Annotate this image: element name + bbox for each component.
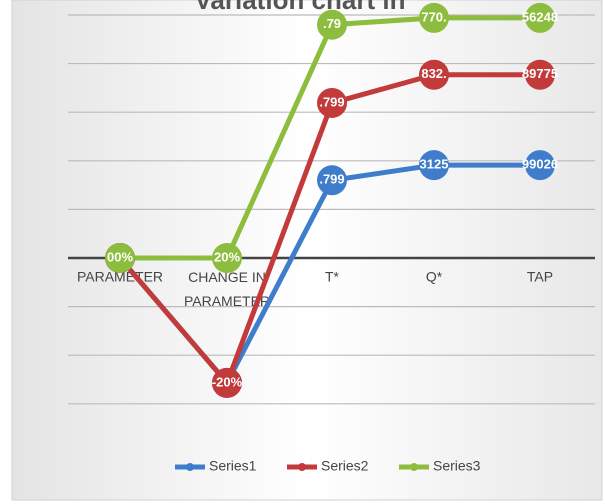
x-tick-label: T*	[325, 269, 340, 285]
point-marker	[419, 2, 449, 33]
x-tick-label: TAP	[527, 269, 553, 285]
point-marker	[525, 2, 555, 33]
data-label: 3125	[420, 157, 449, 172]
point-marker	[317, 87, 347, 118]
point-marker	[317, 165, 347, 196]
data-label: .79	[323, 16, 341, 31]
data-label: .799	[319, 172, 344, 187]
data-label: 99026	[522, 157, 558, 172]
data-label: 770.	[421, 9, 446, 24]
data-label: -20%	[212, 374, 243, 389]
point-marker	[525, 59, 555, 90]
data-label: 56248	[522, 9, 558, 24]
x-tick-label: CHANGE IN PARAMETER	[184, 269, 270, 309]
legend-swatch-marker	[298, 463, 306, 471]
point-marker	[105, 242, 135, 273]
data-label: 89775	[522, 66, 558, 81]
data-label: .799	[319, 94, 344, 109]
data-label: 20%	[214, 249, 240, 264]
legend-label: Series1	[209, 458, 257, 474]
legend-swatch-marker	[186, 463, 194, 471]
legend-label: Series3	[433, 458, 481, 474]
point-marker	[525, 150, 555, 181]
legend-label: Series2	[321, 458, 369, 474]
point-marker	[212, 242, 242, 273]
x-tick-label: Q*	[426, 269, 443, 285]
data-label: 00%	[107, 249, 133, 264]
point-marker	[212, 367, 242, 398]
point-marker	[317, 9, 347, 40]
chart-title: Variation chart in	[195, 0, 406, 15]
point-marker	[419, 150, 449, 181]
data-label: 832.	[421, 66, 446, 81]
point-marker	[419, 59, 449, 90]
legend-swatch-marker	[410, 463, 418, 471]
